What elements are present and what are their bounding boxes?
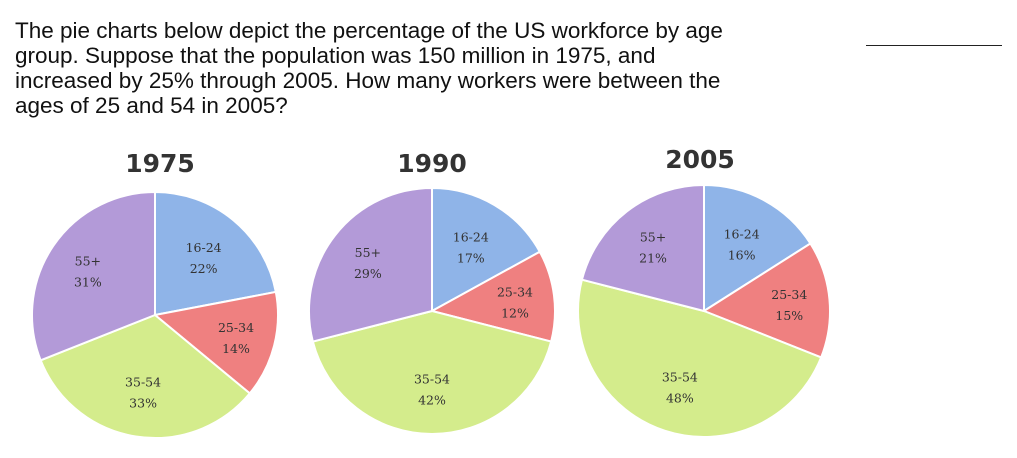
pie-slice-16-24 — [431, 186, 542, 313]
chart-title: 2005 — [665, 145, 735, 174]
slice-label-name: 25-34 — [218, 320, 254, 335]
slice-label-name: 55+ — [75, 253, 101, 268]
pie-chart-1990: 1990 16-24 17% 25-34 12% 35-54 42% 55+ 29% — [308, 149, 556, 436]
slice-label-name: 55+ — [355, 245, 381, 260]
pie-slice-25-34 — [429, 250, 556, 343]
slice-label-value: 12% — [501, 306, 529, 321]
slice-label-name: 25-34 — [771, 287, 807, 302]
pie-slice-25-34 — [701, 242, 831, 359]
question-line-4: ages of 25 and 54 in 2005? — [15, 93, 288, 118]
slice-label-name: 55+ — [640, 229, 666, 244]
pie-chart-1975: 1975 16-24 22% 25-34 14% 35-54 33% 55+ 31% — [31, 149, 279, 439]
slice-label-name: 35-54 — [125, 374, 161, 389]
slice-label-value: 22% — [190, 261, 218, 276]
pie-slice-55+ — [580, 183, 705, 313]
pie-slice-35-54 — [39, 313, 252, 439]
question-line-2: group. Suppose that the population was 1… — [15, 43, 656, 68]
pie-chart-2005: 2005 16-24 16% 25-34 15% 35-54 48% 55+ 21% — [577, 145, 831, 438]
pie-slice-16-24 — [703, 183, 812, 313]
slice-label-name: 16-24 — [186, 240, 222, 255]
chart-title: 1975 — [125, 149, 195, 178]
slice-label-name: 35-54 — [662, 369, 698, 384]
pie-slice-35-54 — [577, 278, 823, 438]
slice-label-value: 33% — [129, 395, 157, 410]
answer-blank — [866, 45, 1002, 46]
pie-slice-55+ — [308, 186, 433, 343]
slice-label-name: 35-54 — [414, 371, 450, 386]
pie-slice-25-34 — [152, 290, 279, 395]
slice-label-value: 31% — [74, 274, 102, 289]
pie-slice-35-54 — [311, 309, 553, 436]
slice-label-value: 17% — [457, 250, 485, 265]
slice-label-name: 25-34 — [497, 285, 533, 300]
slice-label-name: 16-24 — [724, 227, 760, 242]
slice-label-value: 14% — [222, 341, 250, 356]
slice-label-name: 16-24 — [453, 229, 489, 244]
slice-label-value: 48% — [666, 390, 694, 405]
slice-label-value: 21% — [639, 250, 667, 265]
slice-label-value: 16% — [728, 248, 756, 263]
pie-slice-16-24 — [154, 190, 277, 317]
question-line-3: increased by 25% through 2005. How many … — [15, 68, 721, 93]
question-line-1: The pie charts below depict the percenta… — [15, 18, 723, 43]
slice-label-value: 15% — [775, 308, 803, 323]
question-text: The pie charts below depict the percenta… — [15, 18, 845, 118]
slice-label-value: 29% — [354, 266, 382, 281]
slice-label-value: 42% — [418, 392, 446, 407]
chart-title: 1990 — [397, 149, 467, 178]
pie-slice-55+ — [31, 190, 156, 362]
